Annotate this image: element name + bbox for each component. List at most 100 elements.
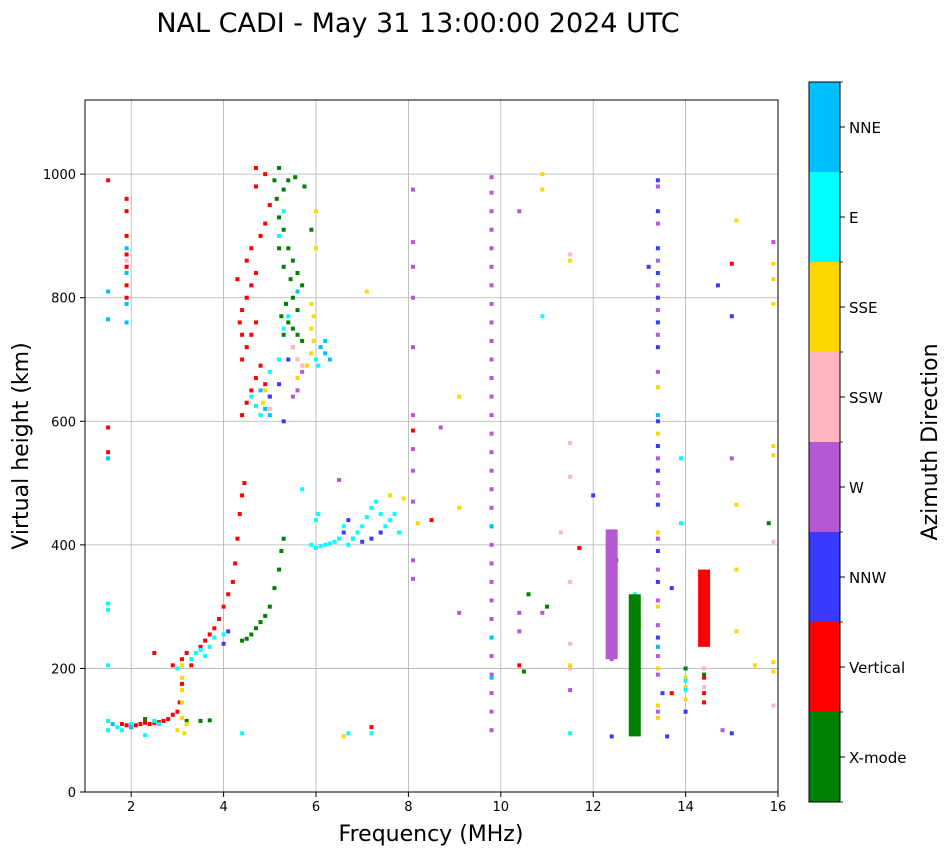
data-point [489,675,494,680]
data-point [374,499,379,504]
data-point [346,731,351,736]
data-point [124,258,129,263]
data-point [180,657,185,662]
data-point [457,394,462,399]
data-point [655,209,660,214]
data-point [646,264,651,269]
data-point [665,734,670,739]
data-point [655,308,660,313]
data-point [180,715,185,720]
data-point [655,703,660,708]
data-point [568,688,573,693]
data-point [258,620,263,625]
data-point [166,717,171,722]
data-point [489,338,494,343]
data-point [655,178,660,183]
data-point [253,403,258,408]
data-point [729,314,734,319]
data-point [235,277,240,282]
data-point [124,252,129,257]
x-tick-label: 8 [404,800,412,815]
data-point [350,536,355,541]
data-point [655,623,660,628]
data-point [286,178,291,183]
data-point [237,511,242,516]
data-point [369,731,374,736]
data-point [300,363,305,368]
data-point [143,720,148,725]
data-point [655,715,660,720]
data-point [655,332,660,337]
data-point [286,246,291,251]
data-point [316,511,321,516]
data-point [540,187,545,192]
data-point [216,617,221,621]
data-point [558,530,563,535]
data-point [702,691,707,696]
data-point [489,209,494,214]
data-point [489,227,494,232]
colorbar-segment [809,622,840,712]
data-point [295,271,300,275]
data-point [177,700,182,705]
data-point [198,644,203,649]
data-point [237,320,242,325]
data-point [489,320,494,325]
data-point [702,672,707,677]
colorbar-segment [809,532,840,622]
data-point [314,246,318,251]
data-point [655,184,660,189]
data-point [290,258,295,263]
data-point [207,718,212,723]
data-point [124,264,129,269]
data-point [124,246,129,251]
data-point [184,718,189,723]
data-point [110,722,115,727]
series-e [106,209,688,738]
data-point [655,536,660,541]
data-point [106,607,111,612]
data-point [203,638,208,643]
data-point [655,258,660,263]
data-point [341,734,346,739]
data-point [277,246,282,251]
data-point [655,579,660,584]
x-tick-label: 4 [219,800,227,815]
data-point [489,617,494,621]
colorbar-segment [809,262,840,352]
data-band [698,569,711,647]
colorbar-segment [809,82,840,172]
data-point [655,345,660,350]
data-point [253,184,258,189]
data-point [290,295,295,300]
data-point [258,233,263,238]
data-point [655,672,660,677]
data-point [300,283,305,288]
data-point [489,283,494,288]
data-point [309,351,314,356]
data-point [240,638,245,643]
data-point [489,487,494,492]
data-point [189,657,194,662]
data-point [249,283,254,288]
data-point [106,663,111,668]
x-tick-label: 12 [585,800,602,815]
data-point [771,261,776,266]
data-point [281,227,286,232]
data-point [609,734,614,739]
data-point [702,675,707,680]
data-point [279,314,284,319]
data-point [119,728,124,733]
data-point [369,536,374,541]
data-point [568,641,573,646]
data-point [489,301,494,306]
data-point [277,165,282,170]
data-point [240,357,245,362]
data-point [318,345,323,350]
data-point [568,474,573,479]
data-point [655,567,660,572]
data-point [124,271,129,275]
data-point [129,725,134,730]
data-point [318,544,323,549]
data-point [260,400,265,405]
